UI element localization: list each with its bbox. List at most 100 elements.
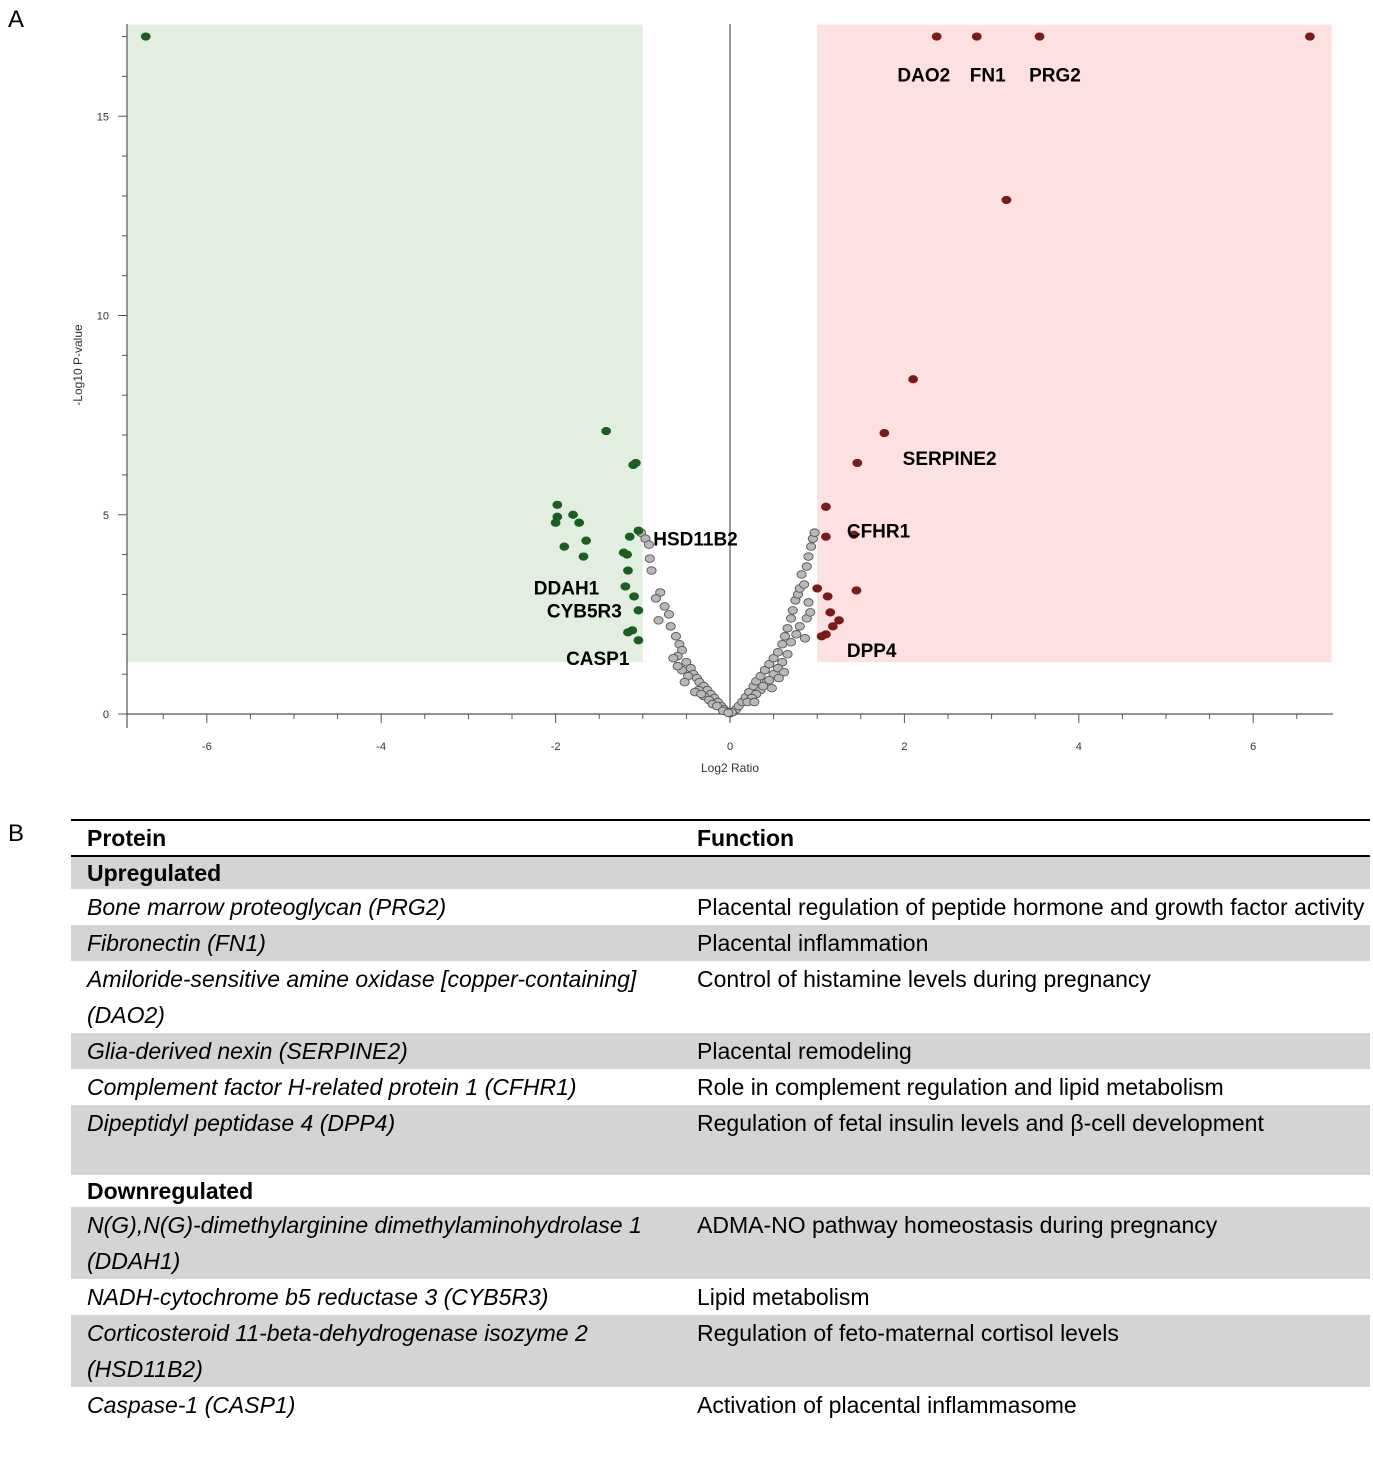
point-downregulated xyxy=(628,460,639,470)
function-cell: Placental remodeling xyxy=(681,1033,1370,1069)
point-downregulated xyxy=(620,582,631,591)
point-upregulated xyxy=(852,458,863,468)
point-downregulated xyxy=(550,518,561,527)
group-title: Downregulated xyxy=(87,1178,254,1204)
point-downregulated xyxy=(559,542,570,551)
point-upregulated xyxy=(1034,32,1045,41)
point-downregulated xyxy=(629,592,639,601)
point-nonsignificant xyxy=(791,630,802,639)
point-nonsignificant xyxy=(670,632,681,641)
protein-cell: NADH-cytochrome b5 reductase 3 (CYB5R3) xyxy=(87,1284,549,1310)
function-cell: Role in complement regulation and lipid … xyxy=(697,1074,1224,1100)
point-nonsignificant xyxy=(758,681,769,691)
point-downregulated xyxy=(633,606,644,615)
point-nonsignificant xyxy=(785,638,797,647)
y-tick-label: 15 xyxy=(97,111,109,123)
point-upregulated xyxy=(812,584,823,593)
header-protein: Protein xyxy=(71,819,681,857)
point-downregulated xyxy=(568,510,578,519)
point-upregulated xyxy=(1001,195,1012,205)
function-cell: Placental regulation of peptide hormone … xyxy=(697,894,1365,920)
point-upregulated xyxy=(821,532,831,541)
point-upregulated xyxy=(879,428,890,438)
gene-label: DAO2 xyxy=(897,65,950,86)
point-downregulated xyxy=(623,566,633,575)
table-row: Fibronectin (FN1) Placental inflammation xyxy=(71,925,1370,961)
gene-label: DPP4 xyxy=(847,641,897,662)
gene-label: FN1 xyxy=(970,65,1006,86)
function-cell: Activation of placental inflammasome xyxy=(697,1392,1077,1418)
point-nonsignificant xyxy=(655,588,666,597)
point-nonsignificant xyxy=(659,602,670,611)
panel-label-a: A xyxy=(8,6,25,33)
point-nonsignificant xyxy=(764,675,775,685)
header-function: Function xyxy=(681,819,1370,857)
point-nonsignificant xyxy=(653,616,664,625)
table-row: Glia-derived nexin (SERPINE2) Placental … xyxy=(71,1033,1370,1069)
group-row-upregulated: Upregulated xyxy=(71,856,1370,889)
x-tick-label: -6 xyxy=(202,741,212,753)
point-downregulated xyxy=(623,628,633,637)
x-axis-label: Log2 Ratio xyxy=(701,761,759,775)
point-nonsignificant xyxy=(749,697,760,707)
point-upregulated xyxy=(822,592,833,601)
x-tick-label: 6 xyxy=(1250,741,1256,753)
point-upregulated xyxy=(848,530,859,539)
point-nonsignificant xyxy=(676,645,688,655)
x-tick-label: 4 xyxy=(1076,741,1082,753)
gene-label: DDAH1 xyxy=(534,578,600,599)
x-tick-label: -4 xyxy=(376,741,386,753)
y-tick-label: 5 xyxy=(103,510,109,522)
table-row: N(G),N(G)-dimethylarginine dimethylamino… xyxy=(71,1207,1370,1279)
point-nonsignificant xyxy=(782,624,793,633)
point-upregulated xyxy=(908,375,919,384)
point-downregulated xyxy=(578,552,589,561)
group-title: Upregulated xyxy=(71,856,1370,889)
point-nonsignificant xyxy=(799,580,810,589)
function-cell: Placental inflammation xyxy=(681,925,1370,961)
gene-label: CFHR1 xyxy=(847,522,911,543)
table-row: Corticosteroid 11-beta-dehydrogenase iso… xyxy=(71,1315,1370,1387)
gene-label: CASP1 xyxy=(566,649,630,670)
point-nonsignificant xyxy=(801,562,812,571)
point-nonsignificant xyxy=(672,661,683,671)
point-nonsignificant xyxy=(799,634,811,643)
point-nonsignificant xyxy=(723,708,734,718)
table-header-row: Protein Function xyxy=(71,819,1370,857)
table-row: NADH-cytochrome b5 reductase 3 (CYB5R3) … xyxy=(71,1279,1370,1315)
gene-label: HSD11B2 xyxy=(653,530,738,551)
protein-cell: Amiloride-sensitive amine oxidase [coppe… xyxy=(87,966,637,1028)
protein-cell: Fibronectin (FN1) xyxy=(71,925,681,961)
point-downregulated xyxy=(633,636,644,645)
point-upregulated xyxy=(827,622,838,631)
point-nonsignificant xyxy=(764,659,775,669)
point-upregulated xyxy=(971,32,982,41)
point-upregulated xyxy=(816,632,827,641)
point-nonsignificant xyxy=(668,653,679,663)
point-downregulated xyxy=(622,550,633,559)
point-upregulated xyxy=(825,608,836,617)
point-nonsignificant xyxy=(777,640,788,649)
function-cell: Regulation of feto-maternal cortisol lev… xyxy=(681,1315,1370,1387)
function-cell: Regulation of fetal insulin levels and β… xyxy=(681,1105,1370,1175)
point-nonsignificant xyxy=(803,598,814,607)
protein-function-table: Protein Function Upregulated Bone marrow… xyxy=(71,819,1370,1423)
point-nonsignificant xyxy=(646,566,657,575)
point-upregulated xyxy=(851,586,862,595)
y-tick-label: 0 xyxy=(103,709,109,721)
point-nonsignificant xyxy=(779,632,790,641)
table-row: Caspase-1 (CASP1) Activation of placenta… xyxy=(71,1387,1370,1423)
y-axis-label: -Log10 P-value xyxy=(71,324,85,406)
point-nonsignificant xyxy=(809,528,820,537)
protein-cell: Dipeptidyl peptidase 4 (DPP4) xyxy=(71,1105,681,1175)
protein-cell: N(G),N(G)-dimethylarginine dimethylamino… xyxy=(71,1207,681,1279)
x-tick-label: 0 xyxy=(727,741,733,753)
point-downregulated xyxy=(601,426,612,436)
protein-cell: Corticosteroid 11-beta-dehydrogenase iso… xyxy=(71,1315,681,1387)
point-nonsignificant xyxy=(785,614,797,623)
protein-cell: Glia-derived nexin (SERPINE2) xyxy=(71,1033,681,1069)
gene-label: SERPINE2 xyxy=(903,449,997,470)
point-nonsignificant xyxy=(663,610,675,619)
point-nonsignificant xyxy=(768,653,779,663)
gene-label: CYB5R3 xyxy=(547,601,622,622)
